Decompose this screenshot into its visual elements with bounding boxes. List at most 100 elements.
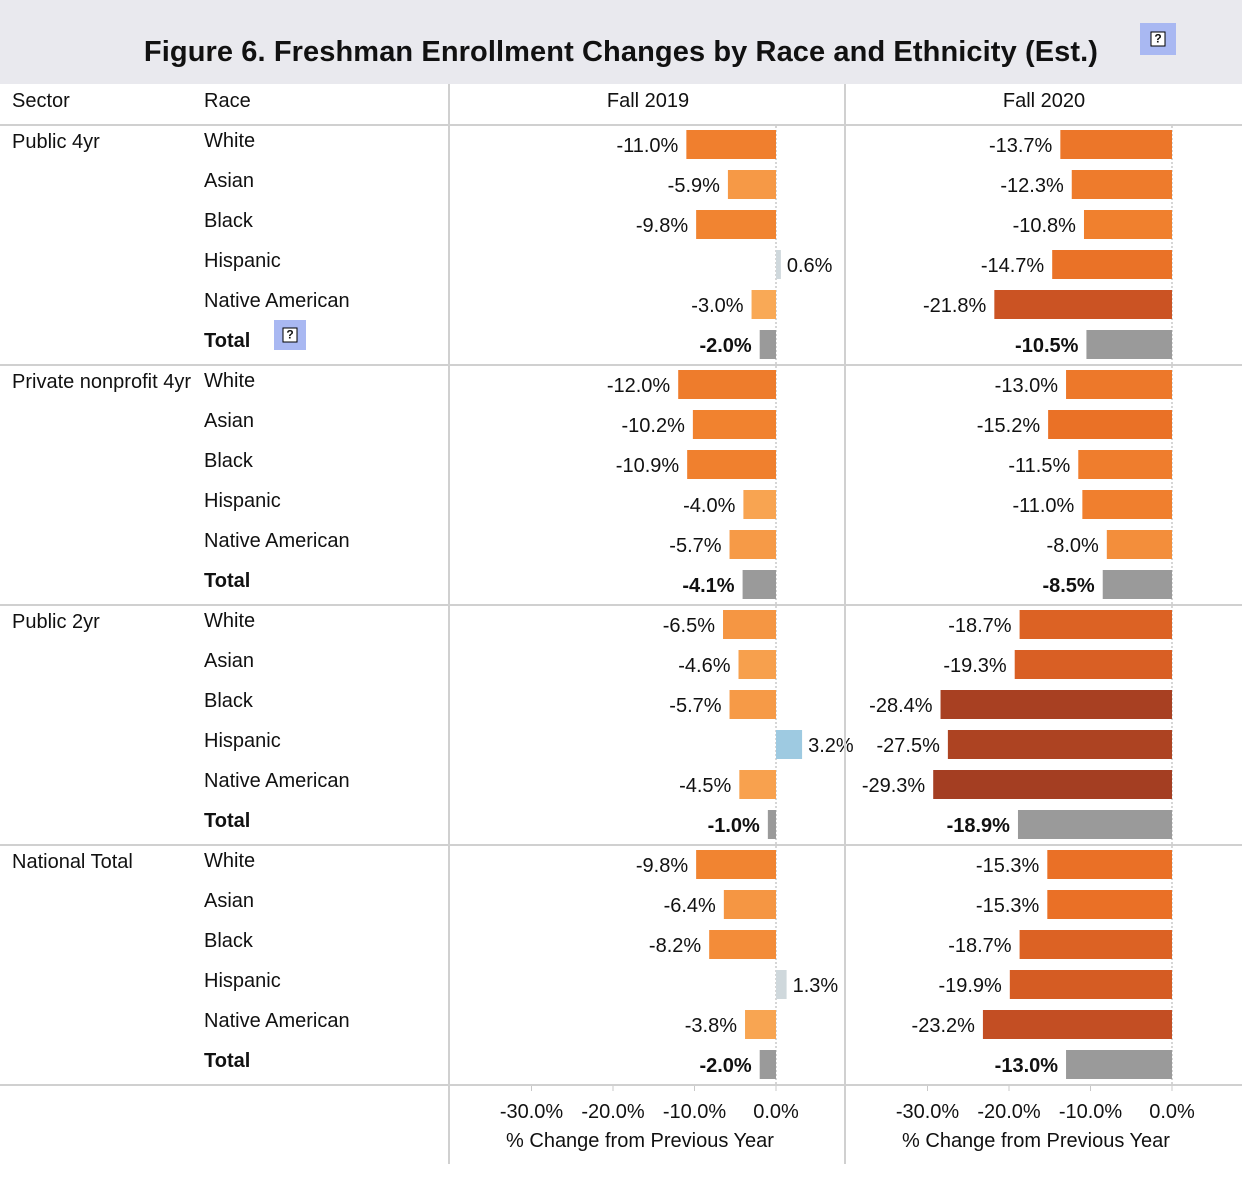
data-label: -12.0% bbox=[607, 375, 671, 397]
bar bbox=[696, 850, 776, 879]
data-label: -21.8% bbox=[923, 295, 987, 317]
race-label: Asian bbox=[204, 170, 255, 192]
race-label: White bbox=[204, 370, 256, 392]
data-label: -10.8% bbox=[1013, 215, 1077, 237]
title-help-icon[interactable]: ? bbox=[1140, 23, 1176, 55]
bar bbox=[692, 410, 776, 439]
data-label: -11.0% bbox=[1012, 495, 1074, 517]
x-tick-label: -20.0% bbox=[581, 1101, 645, 1123]
bar bbox=[776, 250, 781, 279]
data-label: -6.4% bbox=[664, 895, 716, 917]
group-separator bbox=[0, 1084, 1242, 1086]
data-label: -5.7% bbox=[669, 695, 721, 717]
bar bbox=[1009, 970, 1172, 999]
bar bbox=[1066, 370, 1172, 399]
bar bbox=[1078, 450, 1172, 479]
panel-divider bbox=[844, 84, 846, 1164]
bar bbox=[727, 170, 776, 199]
data-label: -3.8% bbox=[685, 1015, 737, 1037]
race-label: Native American bbox=[204, 530, 350, 552]
race-label-total: Total bbox=[204, 810, 251, 832]
data-label: -4.0% bbox=[683, 495, 735, 517]
bar bbox=[1047, 850, 1172, 879]
race-label: Black bbox=[204, 450, 253, 472]
question-mark-icon: ? bbox=[282, 327, 298, 343]
data-label: -28.4% bbox=[869, 695, 933, 717]
race-label-total: Total bbox=[204, 330, 251, 352]
race-label-total: Total bbox=[204, 570, 251, 592]
bar bbox=[687, 450, 776, 479]
race-label: Asian bbox=[204, 650, 255, 672]
data-label: -8.5% bbox=[1042, 575, 1094, 597]
title-bar bbox=[0, 0, 1242, 84]
bar bbox=[994, 290, 1172, 319]
x-tick-label: 0.0% bbox=[1149, 1101, 1195, 1123]
x-tick-label: -30.0% bbox=[896, 1101, 960, 1123]
bar bbox=[686, 130, 776, 159]
bar bbox=[1083, 210, 1172, 239]
data-label: -6.5% bbox=[663, 615, 715, 637]
race-label: Hispanic bbox=[204, 250, 281, 272]
total-bar bbox=[1086, 330, 1172, 359]
data-label: -10.5% bbox=[1015, 335, 1079, 357]
data-label: -4.5% bbox=[679, 775, 731, 797]
x-tick-label: -30.0% bbox=[500, 1101, 564, 1123]
bar bbox=[709, 930, 776, 959]
bar bbox=[776, 970, 787, 999]
total-bar bbox=[759, 330, 776, 359]
data-label: -5.7% bbox=[669, 535, 721, 557]
bar bbox=[1014, 650, 1172, 679]
bar bbox=[1047, 890, 1172, 919]
sector-label: Public 2yr bbox=[12, 611, 100, 633]
data-label: -9.8% bbox=[636, 215, 688, 237]
bar bbox=[1048, 410, 1172, 439]
race-label: Hispanic bbox=[204, 730, 281, 752]
bar bbox=[1082, 490, 1172, 519]
data-label: 1.3% bbox=[793, 975, 839, 997]
race-label-total: Total bbox=[204, 1050, 251, 1072]
race-label: Native American bbox=[204, 290, 350, 312]
race-label: Asian bbox=[204, 410, 255, 432]
x-tick-label: -20.0% bbox=[977, 1101, 1041, 1123]
bar bbox=[745, 1010, 776, 1039]
data-label: -29.3% bbox=[862, 775, 926, 797]
bar bbox=[947, 730, 1172, 759]
bar bbox=[1060, 130, 1172, 159]
race-label: Black bbox=[204, 930, 253, 952]
x-tick-label: 0.0% bbox=[753, 1101, 799, 1123]
data-label: -18.7% bbox=[948, 935, 1012, 957]
data-label: -8.2% bbox=[649, 935, 701, 957]
data-label: -27.5% bbox=[877, 735, 941, 757]
bar bbox=[738, 650, 776, 679]
sector-header: Sector bbox=[12, 90, 70, 112]
data-label: -2.0% bbox=[699, 1055, 751, 1077]
race-label: White bbox=[204, 130, 256, 152]
data-label: -3.0% bbox=[691, 295, 743, 317]
data-label: -11.0% bbox=[616, 135, 678, 157]
bar bbox=[678, 370, 776, 399]
race-label: Asian bbox=[204, 890, 255, 912]
bar bbox=[729, 690, 776, 719]
x-axis-title-fall-2020: % Change from Previous Year bbox=[902, 1130, 1170, 1152]
race-header: Race bbox=[204, 90, 251, 112]
data-label: -10.9% bbox=[616, 455, 680, 477]
bar bbox=[696, 210, 776, 239]
total-bar bbox=[1017, 810, 1172, 839]
group-separator bbox=[0, 844, 1242, 846]
data-label: -11.5% bbox=[1008, 455, 1070, 477]
bar bbox=[933, 770, 1172, 799]
data-label: -9.8% bbox=[636, 855, 688, 877]
data-label: -14.7% bbox=[981, 255, 1045, 277]
bar bbox=[982, 1010, 1172, 1039]
data-label: -15.3% bbox=[976, 855, 1040, 877]
panel-header-fall-2019: Fall 2019 bbox=[606, 90, 690, 112]
bar bbox=[1019, 930, 1172, 959]
data-label: -13.7% bbox=[989, 135, 1053, 157]
data-label: -2.0% bbox=[699, 335, 751, 357]
x-tick-label: -10.0% bbox=[663, 1101, 727, 1123]
total-bar bbox=[1102, 570, 1172, 599]
data-label: -19.3% bbox=[943, 655, 1007, 677]
data-label: 0.6% bbox=[787, 255, 833, 277]
total-help-icon[interactable]: ? bbox=[274, 320, 306, 350]
